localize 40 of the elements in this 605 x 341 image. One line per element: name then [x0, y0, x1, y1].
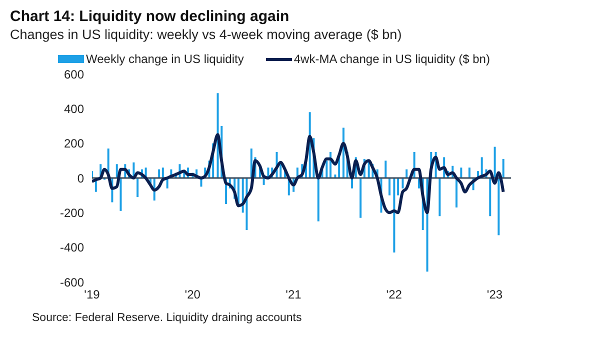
x-tick-label: '23 [486, 288, 503, 302]
y-tick-label: 400 [64, 102, 84, 116]
source-note: Source: Federal Reserve. Liquidity draining accounts [32, 312, 303, 324]
bar [116, 164, 118, 178]
bar [158, 169, 160, 178]
bar [384, 160, 387, 178]
bar [468, 168, 470, 178]
chart-subtitle: Changes in US liquidity: weekly vs 4-week moving average ($ bn) [10, 27, 403, 42]
bar [494, 146, 496, 178]
chart-title: Chart 14: Liquidity now declining again [10, 8, 290, 25]
bar [498, 178, 500, 236]
bar [460, 168, 462, 178]
y-tick-label: 200 [64, 136, 84, 151]
y-tick-label: -600 [60, 275, 84, 290]
x-tick-label: '22 [386, 288, 402, 302]
bar [136, 178, 139, 198]
bar [402, 178, 404, 188]
bar [397, 178, 400, 196]
bar [393, 178, 396, 253]
legend-label: Weekly change in US liquidity [85, 52, 244, 66]
bar [317, 178, 320, 222]
x-tick-label: '20 [184, 288, 201, 302]
bar [326, 160, 328, 178]
x-tick-label: '21 [286, 288, 302, 302]
bar [455, 178, 458, 208]
bar [120, 178, 122, 211]
legend-label: 4wk-MA change in US liquidity ($ bn) [292, 52, 490, 66]
y-tick-label: 0 [77, 171, 84, 186]
bar [406, 169, 408, 178]
y-tick-label: 600 [64, 67, 84, 82]
bar [502, 158, 504, 178]
y-tick-label: -400 [60, 240, 84, 255]
bar [162, 168, 164, 178]
bar [388, 178, 391, 196]
y-tick-label: -200 [60, 206, 84, 220]
line-series [92, 133, 505, 214]
x-tick-label: '19 [84, 288, 100, 302]
bar [489, 178, 492, 216]
bar [360, 178, 362, 218]
bar [438, 178, 441, 216]
